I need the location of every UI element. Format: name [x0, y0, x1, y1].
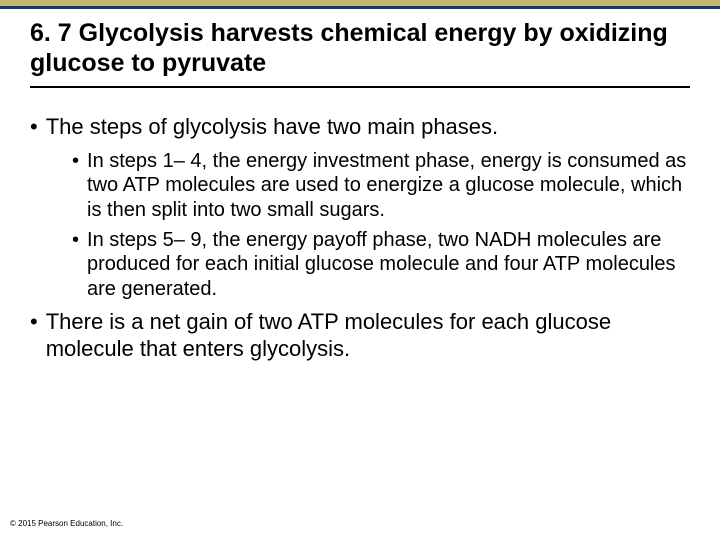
title-underline — [30, 86, 690, 88]
bullet-text: The steps of glycolysis have two main ph… — [46, 114, 498, 141]
bullet-marker-icon: • — [30, 309, 38, 363]
bullet-level1: • There is a net gain of two ATP molecul… — [30, 309, 690, 363]
bullet-level2: • In steps 5– 9, the energy payoff phase… — [30, 228, 690, 301]
bullet-marker-icon: • — [72, 149, 79, 222]
bullet-level2: • In steps 1– 4, the energy investment p… — [30, 149, 690, 222]
bullet-text: In steps 5– 9, the energy payoff phase, … — [87, 228, 690, 301]
content-area: • The steps of glycolysis have two main … — [0, 100, 720, 363]
bullet-text: There is a net gain of two ATP molecules… — [46, 309, 690, 363]
bullet-level1: • The steps of glycolysis have two main … — [30, 114, 690, 141]
bullet-text: In steps 1– 4, the energy investment pha… — [87, 149, 690, 222]
bullet-marker-icon: • — [72, 228, 79, 301]
slide-title: 6. 7 Glycolysis harvests chemical energy… — [30, 19, 690, 78]
bullet-marker-icon: • — [30, 114, 38, 141]
title-block: 6. 7 Glycolysis harvests chemical energy… — [0, 9, 720, 100]
copyright-text: © 2015 Pearson Education, Inc. — [10, 519, 123, 528]
slide: 6. 7 Glycolysis harvests chemical energy… — [0, 0, 720, 540]
